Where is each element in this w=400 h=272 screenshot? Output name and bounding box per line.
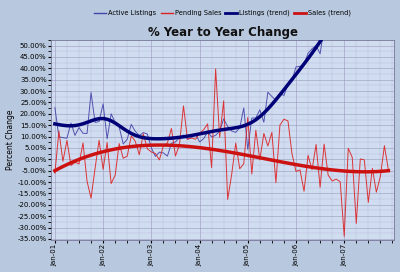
- Title: % Year to Year Change: % Year to Year Change: [148, 26, 298, 39]
- Legend: Active Listings, Pending Sales, Listings (trend), Sales (trend): Active Listings, Pending Sales, Listings…: [92, 7, 354, 19]
- Y-axis label: Percent Change: Percent Change: [6, 110, 14, 170]
